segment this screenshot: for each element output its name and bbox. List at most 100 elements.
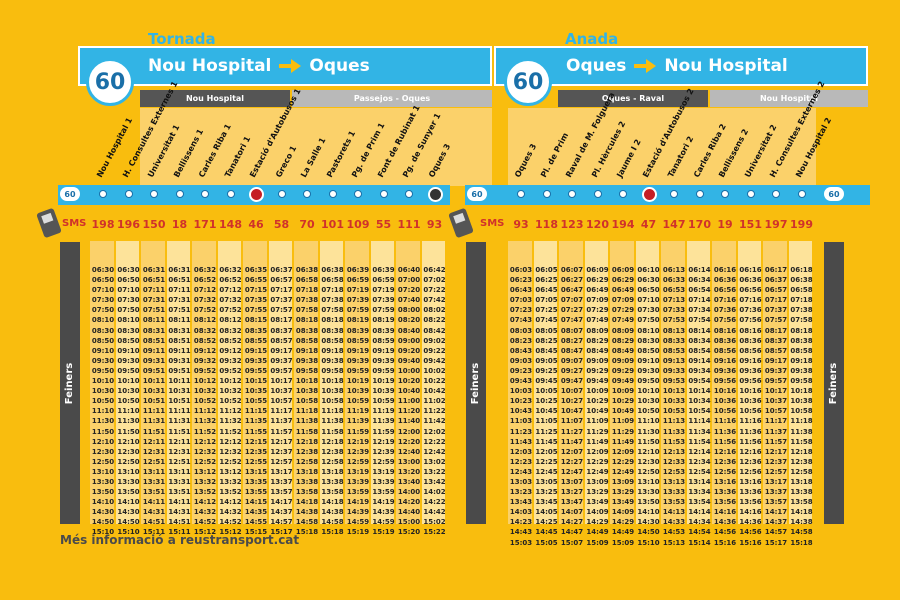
tornada-column-bg: [141, 241, 165, 524]
departure-time: 14:33: [662, 518, 686, 527]
departure-time: 12:32: [193, 447, 217, 456]
tornada-column-bg: [115, 241, 139, 524]
departure-time: 10:12: [193, 377, 217, 386]
departure-time: 08:16: [713, 326, 737, 335]
departure-time: 11:53: [662, 437, 686, 446]
departure-time: 08:20: [397, 316, 421, 325]
departure-time: 09:45: [535, 377, 558, 386]
departure-time: 10:16: [739, 387, 762, 396]
departure-time: 13:49: [611, 498, 635, 507]
departure-time: 08:30: [117, 326, 140, 335]
departure-time: 14:56: [713, 528, 737, 537]
departure-time: 11:49: [611, 437, 635, 446]
sms-phone-icon: [36, 207, 62, 239]
departure-time: 08:31: [142, 326, 166, 335]
departure-time: 08:29: [586, 336, 609, 345]
anada-column-bg: [737, 241, 761, 524]
departure-time: 09:59: [372, 366, 395, 375]
departure-time: 08:39: [346, 326, 370, 335]
departure-time: 07:19: [346, 286, 370, 295]
departure-time: 09:52: [193, 366, 217, 375]
departure-time: 14:17: [764, 508, 788, 517]
departure-time: 08:57: [764, 346, 788, 355]
departure-time: 14:02: [423, 488, 446, 497]
departure-time: 12:17: [270, 437, 293, 446]
departure-time: 15:18: [790, 538, 813, 547]
departure-time: 14:32: [193, 508, 217, 517]
departure-time: 14:22: [423, 498, 446, 507]
departure-time: 09:11: [142, 346, 166, 355]
tornada-times-column: 06:39 06:59 07:19 07:39 07:59 08:19 08:39 08:59…: [346, 265, 370, 538]
departure-time: 14:55: [244, 518, 268, 527]
departure-time: 07:19: [372, 286, 395, 295]
departure-time: 11:22: [423, 407, 446, 416]
departure-time: 09:30: [117, 356, 140, 365]
departure-time: 10:32: [219, 387, 242, 396]
departure-time: 12:20: [397, 437, 421, 446]
departure-time: 12:27: [560, 457, 584, 466]
departure-time: 09:10: [117, 346, 140, 355]
departure-time: 08:19: [346, 316, 370, 325]
departure-time: 07:59: [346, 306, 370, 315]
departure-time: 13:13: [662, 477, 686, 486]
departure-time: 09:43: [509, 377, 533, 386]
anada-times-column: 06:09 06:29 06:49 07:09 07:29 07:49 08:09 08:29…: [611, 265, 635, 548]
departure-time: 10:22: [423, 377, 446, 386]
departure-time: 11:15: [244, 407, 268, 416]
departure-time: 11:54: [688, 437, 711, 446]
departure-time: 10:18: [321, 377, 344, 386]
departure-time: 08:37: [270, 326, 293, 335]
departure-time: 12:43: [509, 467, 533, 476]
departure-time: 11:29: [586, 427, 609, 436]
tornada-to: Oques: [309, 56, 370, 76]
departure-time: 11:36: [739, 427, 762, 436]
departure-time: 12:07: [560, 447, 584, 456]
departure-time: 11:38: [321, 417, 344, 426]
departure-time: 08:23: [509, 336, 533, 345]
departure-time: 14:43: [509, 528, 533, 537]
tornada-segment-1: Nou Hospital: [140, 90, 290, 107]
departure-time: 09:32: [193, 356, 217, 365]
departure-time: 09:12: [219, 346, 242, 355]
departure-time: 14:47: [560, 528, 584, 537]
departure-time: 08:05: [535, 326, 558, 335]
departure-time: 13:10: [637, 477, 660, 486]
departure-time: 12:33: [662, 457, 686, 466]
departure-time: 12:30: [637, 457, 660, 466]
departure-time: 11:39: [346, 417, 370, 426]
departure-time: 10:53: [662, 407, 686, 416]
departure-time: 14:23: [509, 518, 533, 527]
departure-time: 12:13: [662, 447, 686, 456]
tornada-times-column: 06:40 07:00 07:20 07:40 08:00 08:20 08:40 09:00…: [397, 265, 421, 538]
departure-time: 14:38: [295, 508, 319, 517]
departure-time: 12:16: [713, 447, 737, 456]
departure-time: 08:45: [535, 346, 558, 355]
stop-dot-icon: [593, 190, 602, 198]
departure-time: 07:20: [397, 286, 421, 295]
departure-time: 10:10: [117, 377, 140, 386]
departure-time: 09:38: [295, 356, 319, 365]
departure-time: 10:30: [637, 397, 660, 406]
stop-dot-icon: [772, 190, 780, 198]
departure-time: 07:14: [688, 296, 711, 305]
departure-time: 14:39: [346, 508, 370, 517]
stop-dot-icon: [99, 190, 107, 198]
departure-time: 09:57: [270, 366, 293, 375]
departure-time: 08:50: [117, 336, 140, 345]
departure-time: 06:32: [193, 266, 217, 274]
departure-time: 11:36: [713, 427, 737, 436]
departure-time: 08:56: [739, 346, 762, 355]
departure-time: 13:38: [295, 477, 319, 486]
departure-time: 07:53: [662, 316, 686, 325]
departure-time: 13:11: [168, 467, 191, 476]
departure-time: 14:11: [168, 498, 191, 507]
departure-time: 13:58: [790, 498, 813, 507]
tornada-times-column: 06:30 06:50 07:10 07:30 07:50 08:10 08:30 08:50…: [91, 265, 115, 538]
departure-time: 07:43: [509, 316, 533, 325]
anada-from: Oques: [566, 56, 627, 76]
departure-time: 09:42: [423, 356, 446, 365]
departure-time: 09:32: [219, 356, 242, 365]
stop-dot-icon: [721, 190, 729, 198]
departure-time: 12:55: [244, 457, 268, 466]
departure-time: 13:38: [321, 477, 344, 486]
